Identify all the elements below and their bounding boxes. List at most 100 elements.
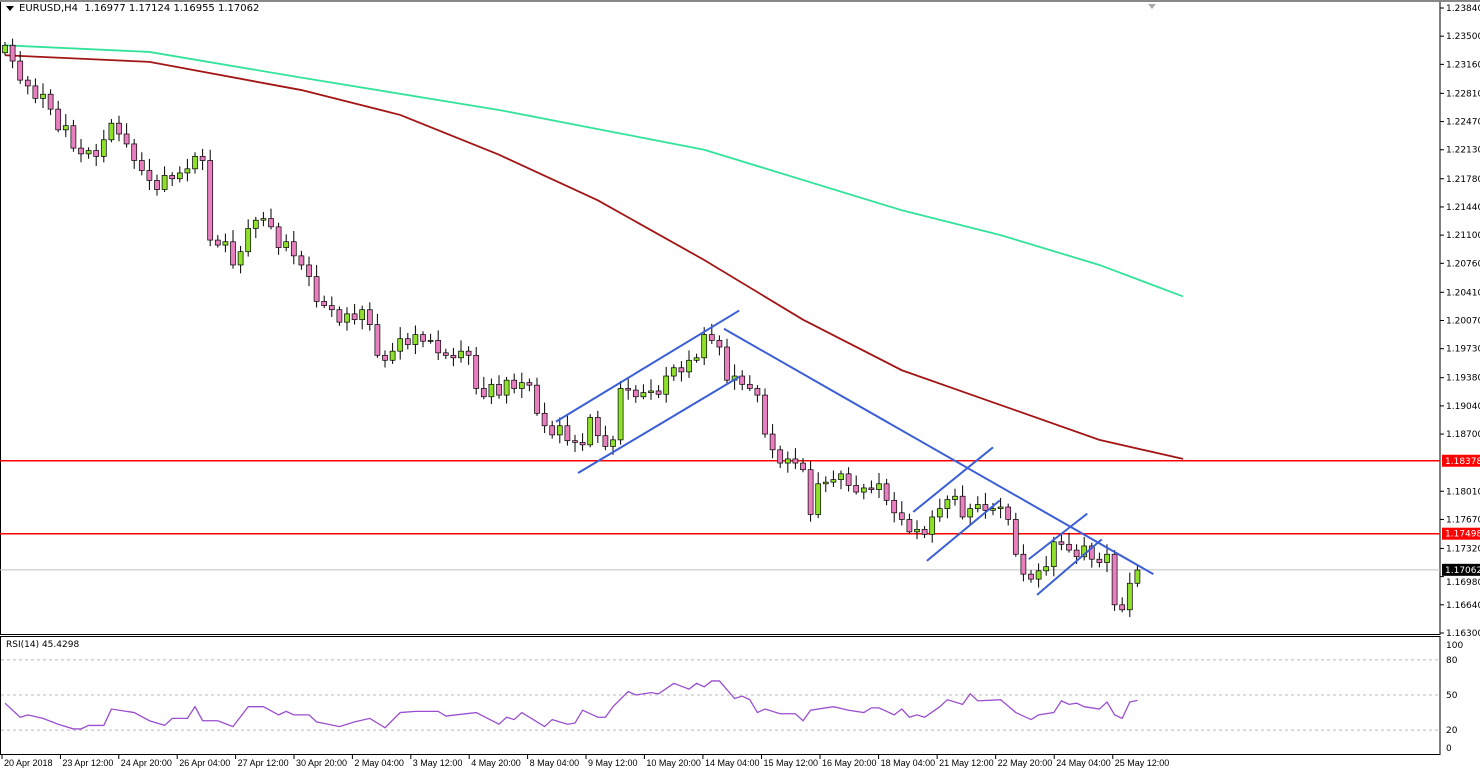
collapse-triangle-icon[interactable] <box>6 5 14 11</box>
bull-candle-body <box>822 481 829 485</box>
candlestick <box>397 327 404 360</box>
price-tick-label: 1.16300 <box>1446 629 1480 639</box>
candlestick <box>420 331 426 348</box>
candlestick <box>207 149 214 247</box>
price-tick-label: 1.21780 <box>1446 175 1480 185</box>
candlestick <box>1134 565 1141 587</box>
time-tick-label: 30 Apr 20:00 <box>296 758 347 768</box>
candlestick <box>268 208 274 230</box>
candlestick <box>17 51 24 84</box>
bear-candle-body <box>70 125 77 149</box>
bull-candle-body <box>252 219 259 229</box>
bull-candle-body <box>237 251 244 266</box>
candlestick <box>678 361 685 382</box>
time-tick-label: 23 Apr 12:00 <box>62 758 113 768</box>
bull-candle-body <box>260 218 267 221</box>
bear-candle-body <box>1111 553 1118 606</box>
bear-candle-body <box>93 150 100 157</box>
bear-candle-body <box>116 122 122 135</box>
bear-candle-body <box>739 375 746 385</box>
candlestick <box>1050 536 1057 577</box>
bear-candle-body <box>382 354 388 361</box>
bear-candle-body <box>594 417 601 437</box>
candlestick <box>123 123 130 148</box>
candlestick <box>1066 532 1072 553</box>
price-tick-label: 1.16640 <box>1446 601 1480 611</box>
candlestick <box>108 119 115 143</box>
bear-candle-body <box>1119 604 1126 611</box>
bull-candle-body <box>838 473 844 481</box>
candlestick <box>161 166 168 193</box>
time-tick-label: 9 May 12:00 <box>588 758 638 768</box>
bull-candle-body <box>2 44 8 54</box>
candlestick <box>663 366 670 403</box>
price-tick-label: 1.18010 <box>1446 487 1480 497</box>
bear-candle-body <box>207 160 214 241</box>
bear-candle-body <box>169 175 176 180</box>
bear-candle-body <box>792 458 799 464</box>
bear-candle-body <box>762 394 768 435</box>
candlestick <box>222 233 229 253</box>
bear-candle-body <box>853 485 860 493</box>
bear-candle-body <box>328 305 335 311</box>
candlestick <box>974 496 981 513</box>
price-tick-label: 1.19380 <box>1446 374 1480 384</box>
rsi-pane-frame <box>0 636 1441 755</box>
bear-candle-body <box>435 340 442 354</box>
candlestick <box>245 219 252 257</box>
bull-candle-body <box>412 334 419 345</box>
candlestick <box>534 377 540 416</box>
candlestick <box>549 420 556 439</box>
bear-candle-body <box>534 384 540 414</box>
bull-candle-body <box>488 383 495 398</box>
bull-candle-body <box>640 392 647 398</box>
price-tick-label: 1.17670 <box>1446 515 1480 525</box>
trendline <box>926 499 1001 562</box>
bear-candle-body <box>906 519 913 533</box>
candlestick <box>792 448 799 470</box>
candlestick <box>131 138 138 169</box>
rsi-tick-label: 80 <box>1446 656 1458 666</box>
bear-candle-body <box>625 388 632 391</box>
candlestick <box>594 410 601 443</box>
candlestick <box>868 480 875 494</box>
bull-candle-body <box>427 340 434 342</box>
candlestick <box>230 230 236 269</box>
candlestick <box>328 296 335 317</box>
bear-candle-body <box>868 487 875 490</box>
ohlc-values: 1.16977 1.17124 1.16955 1.17062 <box>84 3 260 14</box>
candlestick <box>214 235 221 248</box>
bull-candle-body <box>693 357 700 361</box>
candlestick <box>587 414 594 448</box>
candlestick <box>374 313 381 358</box>
bear-candle-body <box>898 512 905 520</box>
price-tick-label: 1.20070 <box>1446 317 1480 327</box>
bull-candle-body <box>784 458 791 464</box>
candlestick <box>982 492 989 519</box>
bear-candle-body <box>1058 541 1065 545</box>
bull-candle-body <box>85 150 92 155</box>
candlestick <box>762 388 768 438</box>
price-tick-label: 1.22470 <box>1446 118 1480 128</box>
bull-candle-body <box>245 228 252 253</box>
bull-candle-body <box>192 156 198 170</box>
candlestick <box>602 425 609 451</box>
bear-candle-body <box>777 449 784 464</box>
candlestick <box>716 335 723 356</box>
candlestick <box>617 381 624 445</box>
candlestick <box>564 414 571 446</box>
bull-candle-body <box>1050 541 1057 568</box>
candlestick <box>807 461 814 522</box>
bear-candle-body <box>298 255 305 266</box>
candlestick <box>921 526 928 539</box>
candlestick <box>359 305 366 330</box>
price-tick-label: 1.17320 <box>1446 544 1480 554</box>
level-price-label: 1.18378 <box>1445 457 1480 467</box>
bear-candle-body <box>366 309 373 325</box>
bear-candle-body <box>321 301 328 306</box>
candlestick <box>24 75 31 95</box>
candlestick <box>655 385 662 398</box>
candlestick <box>9 38 16 69</box>
candlestick <box>116 115 122 142</box>
